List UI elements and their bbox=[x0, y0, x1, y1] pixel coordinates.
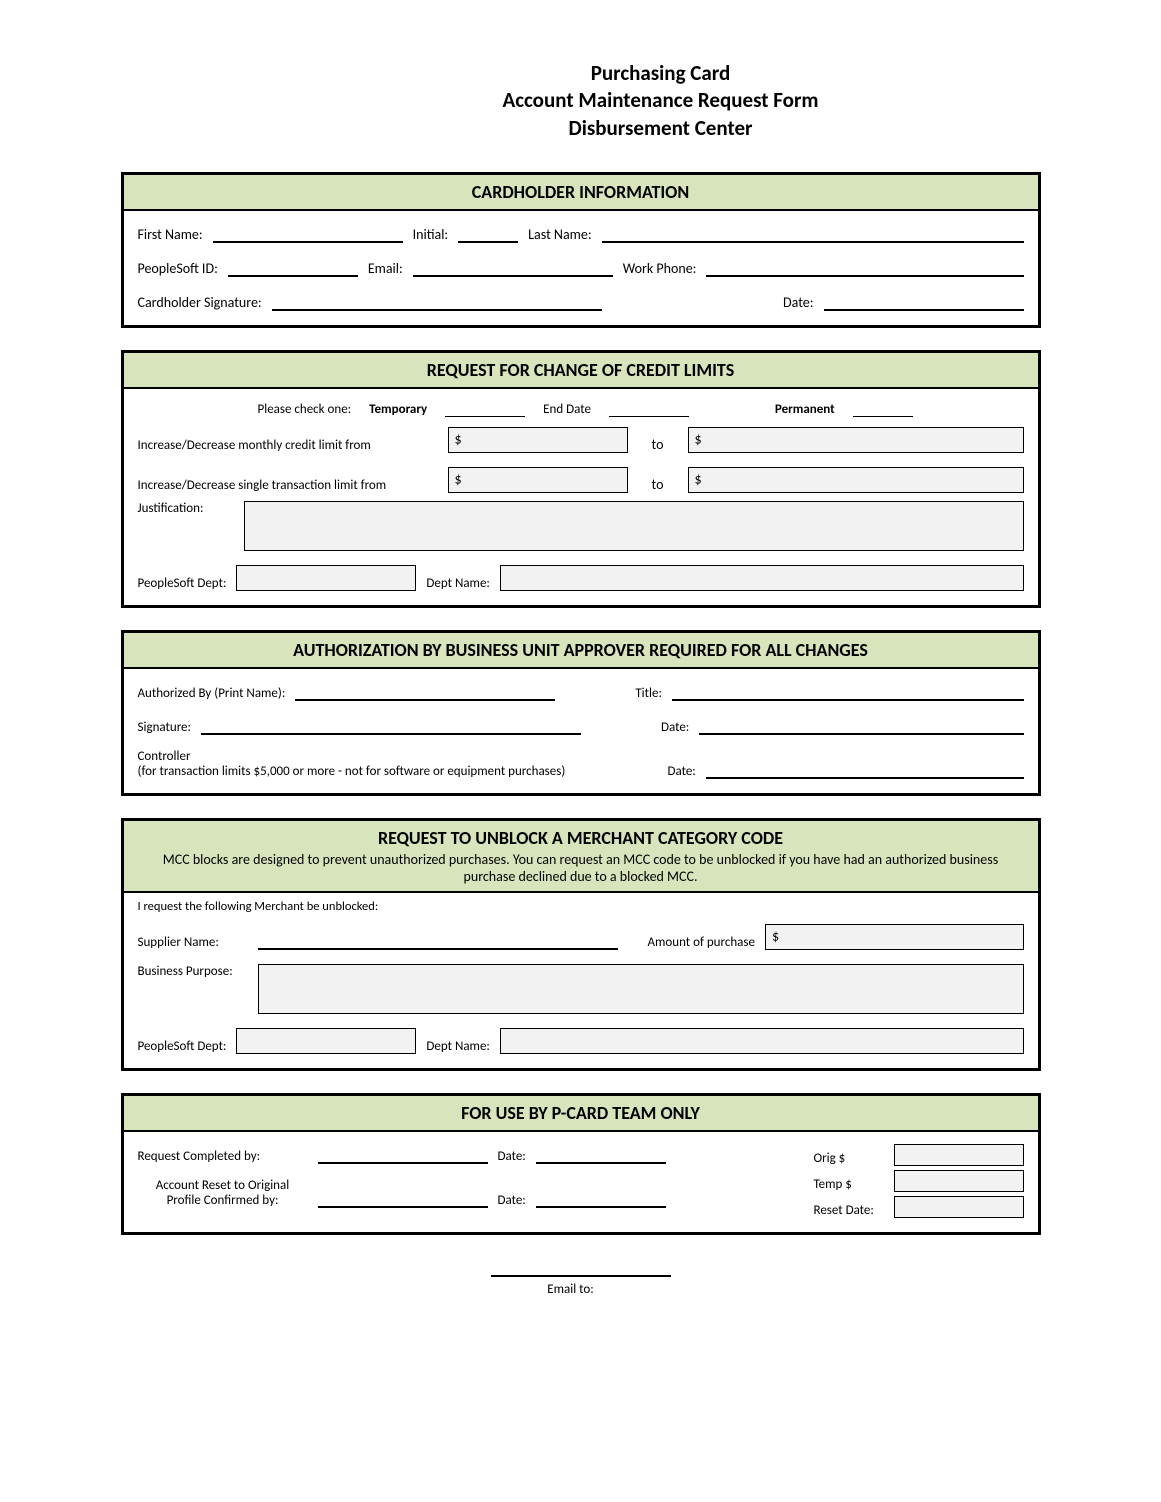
supplier-input[interactable] bbox=[258, 930, 618, 950]
completed-by-label: Request Completed by: bbox=[138, 1149, 308, 1164]
completed-date-input[interactable] bbox=[536, 1144, 666, 1164]
dept-name-label: Dept Name: bbox=[426, 576, 489, 591]
auth-signature-input[interactable] bbox=[201, 715, 581, 735]
peoplesoft-id-label: PeopleSoft ID: bbox=[138, 260, 218, 277]
last-name-input[interactable] bbox=[602, 223, 1024, 243]
justification-label: Justification: bbox=[138, 501, 234, 516]
peoplesoft-dept-label: PeopleSoft Dept: bbox=[138, 576, 227, 591]
cardholder-title: CARDHOLDER INFORMATION bbox=[124, 175, 1038, 211]
to-label-1: to bbox=[638, 436, 678, 453]
pcard-team-title: FOR USE BY P-CARD TEAM ONLY bbox=[124, 1096, 1038, 1132]
header-line-2: Account Maintenance Request Form bbox=[281, 87, 1041, 114]
temp-label: Temp $ bbox=[814, 1177, 884, 1192]
auth-date-input[interactable] bbox=[699, 715, 1023, 735]
reset-date-input-2[interactable] bbox=[894, 1196, 1024, 1218]
authorization-section: AUTHORIZATION BY BUSINESS UNIT APPROVER … bbox=[121, 630, 1041, 796]
dept-name-input[interactable] bbox=[500, 565, 1024, 591]
email-input[interactable] bbox=[413, 257, 613, 277]
authorized-by-label: Authorized By (Print Name): bbox=[138, 686, 286, 701]
mcc-title: REQUEST TO UNBLOCK A MERCHANT CATEGORY C… bbox=[124, 821, 1038, 893]
temp-input[interactable] bbox=[894, 1170, 1024, 1192]
amount-label: Amount of purchase bbox=[648, 935, 755, 950]
mcc-request-text: I request the following Merchant be unbl… bbox=[138, 899, 1024, 914]
temporary-check[interactable] bbox=[445, 401, 525, 417]
credit-limits-section: REQUEST FOR CHANGE OF CREDIT LIMITS Plea… bbox=[121, 350, 1041, 608]
signature-input[interactable] bbox=[272, 291, 602, 311]
page-header: Purchasing Card Account Maintenance Requ… bbox=[281, 60, 1041, 142]
initial-label: Initial: bbox=[413, 226, 449, 243]
check-one-row: Please check one: Temporary End Date Per… bbox=[138, 401, 1024, 427]
footer bbox=[121, 1257, 1041, 1277]
purpose-label: Business Purpose: bbox=[138, 964, 248, 979]
work-phone-input[interactable] bbox=[706, 257, 1023, 277]
mcc-dept-label: PeopleSoft Dept: bbox=[138, 1039, 227, 1054]
controller-label: Controller bbox=[138, 749, 588, 764]
orig-input[interactable] bbox=[894, 1144, 1024, 1166]
header-line-1: Purchasing Card bbox=[281, 60, 1041, 87]
form-page: Purchasing Card Account Maintenance Requ… bbox=[121, 40, 1041, 1298]
work-phone-label: Work Phone: bbox=[623, 260, 697, 277]
credit-limits-title: REQUEST FOR CHANGE OF CREDIT LIMITS bbox=[124, 353, 1038, 389]
title-label: Title: bbox=[635, 686, 662, 701]
title-input[interactable] bbox=[672, 681, 1024, 701]
monthly-to-input[interactable]: $ bbox=[688, 427, 1024, 453]
reset-by-input[interactable] bbox=[318, 1188, 488, 1208]
peoplesoft-dept-input[interactable] bbox=[236, 565, 416, 591]
authorized-by-input[interactable] bbox=[295, 681, 555, 701]
purpose-input[interactable] bbox=[258, 964, 1024, 1014]
signature-label: Cardholder Signature: bbox=[138, 294, 262, 311]
mcc-dept-name-input[interactable] bbox=[500, 1028, 1024, 1054]
email-to-label: Email to: bbox=[547, 1282, 593, 1297]
header-line-3: Disbursement Center bbox=[281, 115, 1041, 142]
supplier-label: Supplier Name: bbox=[138, 935, 248, 950]
end-date-input[interactable] bbox=[609, 401, 689, 417]
reset-line1: Account Reset to Original bbox=[138, 1178, 308, 1193]
pcard-team-section: FOR USE BY P-CARD TEAM ONLY Request Comp… bbox=[121, 1093, 1041, 1235]
footer-underline bbox=[491, 1257, 671, 1277]
cardholder-section: CARDHOLDER INFORMATION First Name: Initi… bbox=[121, 172, 1041, 328]
controller-date-input[interactable] bbox=[706, 759, 1024, 779]
completed-by-input[interactable] bbox=[318, 1144, 488, 1164]
peoplesoft-id-input[interactable] bbox=[228, 257, 358, 277]
amount-input[interactable]: $ bbox=[765, 924, 1024, 950]
mcc-section: REQUEST TO UNBLOCK A MERCHANT CATEGORY C… bbox=[121, 818, 1041, 1071]
end-date-label: End Date bbox=[543, 402, 591, 417]
mcc-subtext: MCC blocks are designed to prevent unaut… bbox=[128, 849, 1034, 885]
cardholder-date-label: Date: bbox=[783, 294, 813, 311]
single-from-input[interactable]: $ bbox=[448, 467, 628, 493]
completed-date-label: Date: bbox=[498, 1149, 526, 1164]
reset-date-label-1: Date: bbox=[498, 1193, 526, 1208]
mcc-dept-input[interactable] bbox=[236, 1028, 416, 1054]
cardholder-date-input[interactable] bbox=[824, 291, 1024, 311]
email-label: Email: bbox=[368, 260, 403, 277]
last-name-label: Last Name: bbox=[528, 226, 591, 243]
single-to-input[interactable]: $ bbox=[688, 467, 1024, 493]
justification-input[interactable] bbox=[244, 501, 1024, 551]
mcc-dept-name-label: Dept Name: bbox=[426, 1039, 489, 1054]
reset-date-label-2: Reset Date: bbox=[814, 1203, 884, 1218]
initial-input[interactable] bbox=[458, 223, 518, 243]
controller-note: (for transaction limits $5,000 or more -… bbox=[138, 764, 588, 779]
mcc-title-text: REQUEST TO UNBLOCK A MERCHANT CATEGORY C… bbox=[378, 827, 783, 849]
auth-date-label: Date: bbox=[661, 720, 689, 735]
first-name-label: First Name: bbox=[138, 226, 203, 243]
temporary-label: Temporary bbox=[369, 402, 427, 417]
auth-signature-label: Signature: bbox=[138, 720, 192, 735]
check-one-label: Please check one: bbox=[258, 402, 352, 417]
to-label-2: to bbox=[638, 476, 678, 493]
authorization-title: AUTHORIZATION BY BUSINESS UNIT APPROVER … bbox=[124, 633, 1038, 669]
reset-line2: Profile Confirmed by: bbox=[138, 1193, 308, 1208]
permanent-check[interactable] bbox=[853, 401, 913, 417]
reset-date-input-1[interactable] bbox=[536, 1188, 666, 1208]
monthly-from-input[interactable]: $ bbox=[448, 427, 628, 453]
orig-label: Orig $ bbox=[814, 1151, 884, 1166]
permanent-label: Permanent bbox=[775, 402, 835, 417]
first-name-input[interactable] bbox=[213, 223, 403, 243]
single-limit-label: Increase/Decrease single transaction lim… bbox=[138, 478, 438, 493]
controller-date-label: Date: bbox=[668, 764, 696, 779]
monthly-limit-label: Increase/Decrease monthly credit limit f… bbox=[138, 438, 438, 453]
